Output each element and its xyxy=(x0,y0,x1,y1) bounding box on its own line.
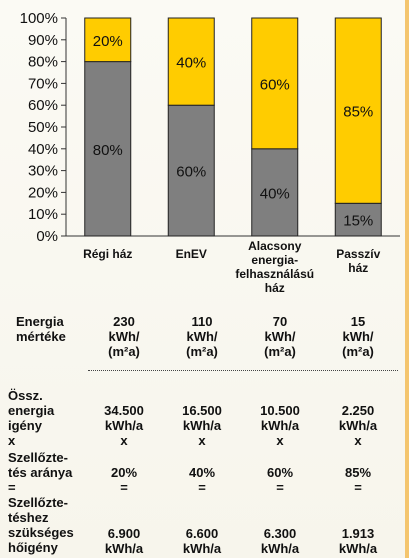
cell-energy-rate-enev: 110 kWh/ (m²a) xyxy=(186,314,218,359)
bar-segment xyxy=(84,17,132,63)
y-tick-label: 100% xyxy=(20,10,58,27)
y-tick-label: 40% xyxy=(28,141,58,158)
bar-value-label: 40% xyxy=(176,55,206,72)
bar-value-label: 15% xyxy=(343,213,373,230)
bar-value-label: 40% xyxy=(260,185,290,202)
y-tick-label: 10% xyxy=(28,206,58,223)
cell-ventilation-heat-enev: 6.600 kWh/a xyxy=(182,526,222,556)
cell-ventilation-heat-passziv: 1.913 kWh/a xyxy=(338,526,378,556)
y-tick-label: 20% xyxy=(28,184,58,201)
bar-value-label: 85% xyxy=(343,104,373,121)
bar-segment xyxy=(334,202,382,237)
stacked-bar-chart: 0% 10% 20% 30% 40% 50% 60% 70% 80% 90% 100% 80% 20% R… xyxy=(20,10,400,295)
cell-energy-rate-passziv: 15 kWh/ (m²a) xyxy=(342,314,374,359)
y-tick-label: 80% xyxy=(28,54,58,71)
bar-value-label: 80% xyxy=(93,142,123,159)
cell-ventilation-share-alacsony: 60% = xyxy=(266,465,294,495)
cell-total-demand-alacsony: 10.500 kWh/a x xyxy=(260,403,300,448)
cell-ventilation-share-passziv: 85% = xyxy=(344,465,372,495)
cell-total-demand-passziv: 2.250 kWh/a x xyxy=(338,403,378,448)
row-label-energy-rate: Energia mértéke xyxy=(16,314,66,344)
row-label-ventilation-share: Szellőzte- tés aránya = xyxy=(8,450,73,495)
y-tick-label: 70% xyxy=(28,75,58,92)
row-label-total-demand: Össz. energia igény x xyxy=(8,388,55,448)
y-tick-label: 60% xyxy=(28,97,58,114)
bar-value-label: 60% xyxy=(260,76,290,93)
x-category-label: Régi ház xyxy=(83,247,132,261)
bar-segment xyxy=(334,17,382,204)
cell-ventilation-share-regi: 20% = xyxy=(110,465,138,495)
table-divider xyxy=(88,370,398,371)
x-category-label: Alacsony energia-felhasználású ház xyxy=(235,239,314,295)
cell-ventilation-heat-alacsony: 6.300 kWh/a xyxy=(260,526,300,556)
bar-segment xyxy=(167,17,215,106)
cell-total-demand-regi: 34.500 kWh/a x xyxy=(104,403,144,448)
row-label-ventilation-heat-demand: Szellőzte- téshez szükséges hőigény xyxy=(8,495,74,555)
cell-total-demand-enev: 16.500 kWh/a x xyxy=(182,403,222,448)
bar-segment xyxy=(251,148,299,237)
x-category-label: Passzív ház xyxy=(336,247,380,275)
cell-ventilation-heat-regi: 6.900 kWh/a xyxy=(104,526,144,556)
bar-value-label: 60% xyxy=(176,164,206,181)
y-tick-label: 50% xyxy=(28,119,58,136)
cell-energy-rate-regi: 230 kWh/ (m²a) xyxy=(108,314,140,359)
y-tick-label: 90% xyxy=(28,32,58,49)
bar-value-label: 20% xyxy=(93,33,123,50)
y-tick-label: 30% xyxy=(28,163,58,180)
cell-energy-rate-alacsony: 70 kWh/ (m²a) xyxy=(264,314,296,359)
y-tick-label: 0% xyxy=(36,228,58,245)
x-category-label: EnEV xyxy=(176,247,207,261)
bar-segment xyxy=(251,17,299,150)
cell-ventilation-share-enev: 40% = xyxy=(188,465,216,495)
